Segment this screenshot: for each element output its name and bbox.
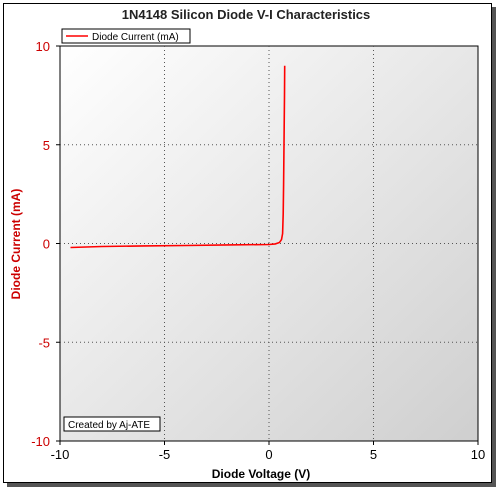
annotation-text: Created by Aj-ATE [68, 420, 150, 431]
x-tick-label: 10 [471, 447, 485, 462]
x-tick-label: -5 [159, 447, 171, 462]
y-tick-label: 0 [43, 237, 50, 252]
legend: Diode Current (mA) [61, 28, 191, 44]
y-tick-label: 10 [36, 39, 50, 54]
y-tick-label: -5 [38, 335, 50, 350]
x-tick-label: 5 [370, 447, 377, 462]
x-tick-label: 0 [265, 447, 272, 462]
legend-label: Diode Current (mA) [92, 32, 179, 43]
grid [60, 46, 478, 441]
annotation: Created by Aj-ATE [63, 416, 161, 432]
x-axis-label: Diode Voltage (V) [212, 467, 310, 481]
chart: 1N4148 Silicon Diode V-I Characteristics… [9, 7, 485, 481]
annotation-box [63, 416, 161, 432]
y-tick-label: 5 [43, 138, 50, 153]
y-axis-label: Diode Current (mA) [9, 189, 23, 300]
y-tick-label: -10 [31, 434, 50, 449]
chart-frame: 1N4148 Silicon Diode V-I Characteristics… [3, 3, 492, 483]
chart-title: 1N4148 Silicon Diode V-I Characteristics [122, 7, 371, 22]
x-tick-label: -10 [51, 447, 70, 462]
axis-ticks: -10 -5 0 5 10 10 5 0 -5 -10 [31, 39, 485, 462]
legend-box [61, 28, 191, 44]
series-line-diode-current [70, 65, 286, 249]
